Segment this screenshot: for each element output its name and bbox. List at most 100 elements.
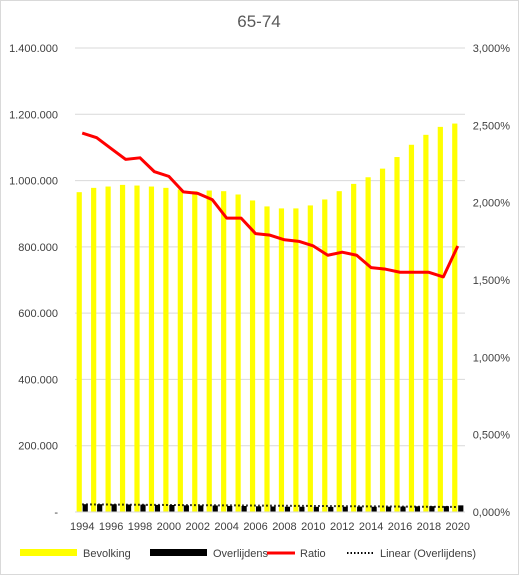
gridlines <box>75 47 465 447</box>
bar-bevolking <box>177 189 183 512</box>
bar-overlijdens <box>270 506 276 512</box>
bar-bevolking <box>76 192 82 512</box>
legend-label: Bevolking <box>83 548 131 560</box>
y-left-tick-label: 1.400.000 <box>9 43 58 55</box>
y-left-tick-label: 800.000 <box>18 242 58 254</box>
bars <box>76 123 464 513</box>
legend-label: Overlijdens <box>213 548 269 560</box>
bar-overlijdens <box>212 505 218 512</box>
bar-bevolking <box>163 187 169 512</box>
bar-overlijdens <box>227 505 233 512</box>
bar-overlijdens <box>342 506 348 512</box>
bar-bevolking <box>148 186 155 512</box>
trendline-overlijdens <box>82 503 458 508</box>
bar-overlijdens <box>140 504 146 512</box>
bar-bevolking <box>365 177 371 512</box>
bar-overlijdens <box>458 505 464 512</box>
x-tick-label: 2018 <box>417 521 441 533</box>
bar-overlijdens <box>328 506 334 512</box>
legend-linear-overlijdens: Linear (Overlijdens) <box>347 548 476 560</box>
x-tick-label: 2000 <box>157 521 181 533</box>
legend: Bevolking Overlijdens Ratio Linear (Overlij… <box>20 548 476 560</box>
bar-overlijdens <box>82 504 88 512</box>
bar-bevolking <box>423 134 429 512</box>
bar-overlijdens <box>357 506 363 512</box>
bar-bevolking <box>119 184 126 512</box>
bar-bevolking <box>264 206 270 512</box>
bar-bevolking <box>322 199 328 512</box>
bar-overlijdens <box>198 505 204 512</box>
x-tick-label: 2008 <box>272 521 296 533</box>
x-tick-label: 2002 <box>186 521 210 533</box>
y-left-tick-label: 1.000.000 <box>9 176 58 188</box>
bar-overlijdens <box>169 504 175 512</box>
legend-ratio: Ratio <box>267 548 326 560</box>
bar-bevolking <box>351 183 357 512</box>
bar-overlijdens <box>284 506 291 512</box>
y-axis-right: 0,000% 0,500% 1,000% 1,500% 2,000% 2,500% 3,00… <box>473 43 511 519</box>
x-tick-label: 2010 <box>301 521 325 533</box>
bar-overlijdens <box>443 506 449 512</box>
bar-bevolking <box>134 185 140 513</box>
y-right-tick-label: 3,000% <box>473 43 511 55</box>
x-axis: 1994 1996 1998 2000 2002 2004 2006 2008 2010 2012… <box>70 511 470 533</box>
legend-bevolking: Bevolking <box>20 548 131 560</box>
bar-bevolking <box>221 191 227 513</box>
y-left-tick-label: 400.000 <box>18 374 58 386</box>
x-tick-label: 1996 <box>99 521 123 533</box>
y-right-tick-label: 0,000% <box>473 507 511 519</box>
bar-bevolking <box>91 187 97 512</box>
legend-overlijdens: Overlijdens <box>150 548 269 560</box>
bar-bevolking <box>394 157 400 513</box>
bar-bevolking <box>408 144 415 512</box>
bar-overlijdens <box>385 506 392 512</box>
x-tick-label: 1998 <box>128 521 152 533</box>
x-tick-label: 2020 <box>446 521 470 533</box>
x-tick-label: 2012 <box>330 521 354 533</box>
y-right-tick-label: 1,500% <box>473 275 511 287</box>
y-left-tick-label: - <box>54 507 58 519</box>
trendline <box>82 503 458 508</box>
bar-bevolking <box>206 190 212 512</box>
bar-bevolking <box>307 205 313 512</box>
y-right-tick-label: 1,000% <box>473 352 511 364</box>
bar-bevolking <box>249 200 256 512</box>
x-tick-label: 2004 <box>214 521 238 533</box>
bar-overlijdens <box>97 504 103 512</box>
bar-bevolking <box>452 123 458 513</box>
bar-overlijdens <box>183 505 189 512</box>
chart-title: 65-74 <box>237 12 280 31</box>
bar-bevolking <box>379 168 386 512</box>
legend-label: Ratio <box>300 548 326 560</box>
bar-overlijdens <box>414 506 421 512</box>
ratio-line <box>81 131 460 279</box>
bar-overlijdens <box>371 506 377 512</box>
legend-swatch <box>150 549 207 556</box>
bar-bevolking <box>336 191 342 513</box>
y-left-tick-label: 1.200.000 <box>9 109 58 121</box>
bar-bevolking <box>192 191 198 513</box>
bar-bevolking <box>293 208 299 512</box>
y-axis-left: - 200.000 400.000 600.000 800.000 1.000.000 1.… <box>9 43 58 519</box>
bar-bevolking <box>235 194 241 512</box>
x-tick-label: 2014 <box>359 521 383 533</box>
x-tick-label: 2016 <box>388 521 412 533</box>
y-right-tick-label: 0,500% <box>473 430 511 442</box>
x-tick-label: 2006 <box>243 521 267 533</box>
bar-bevolking <box>437 126 443 512</box>
bar-overlijdens <box>429 506 435 512</box>
bar-bevolking <box>278 208 285 512</box>
bar-overlijdens <box>313 506 319 512</box>
y-right-tick-label: 2,500% <box>473 120 511 132</box>
y-left-tick-label: 600.000 <box>18 308 58 320</box>
bar-overlijdens <box>241 505 247 512</box>
bar-overlijdens <box>400 506 406 512</box>
bar-overlijdens <box>299 506 305 512</box>
legend-label: Linear (Overlijdens) <box>380 548 476 560</box>
bar-overlijdens <box>125 504 132 512</box>
x-tick-label: 1994 <box>70 521 94 533</box>
bar-overlijdens <box>154 504 161 512</box>
ratio-line-group <box>81 131 460 279</box>
